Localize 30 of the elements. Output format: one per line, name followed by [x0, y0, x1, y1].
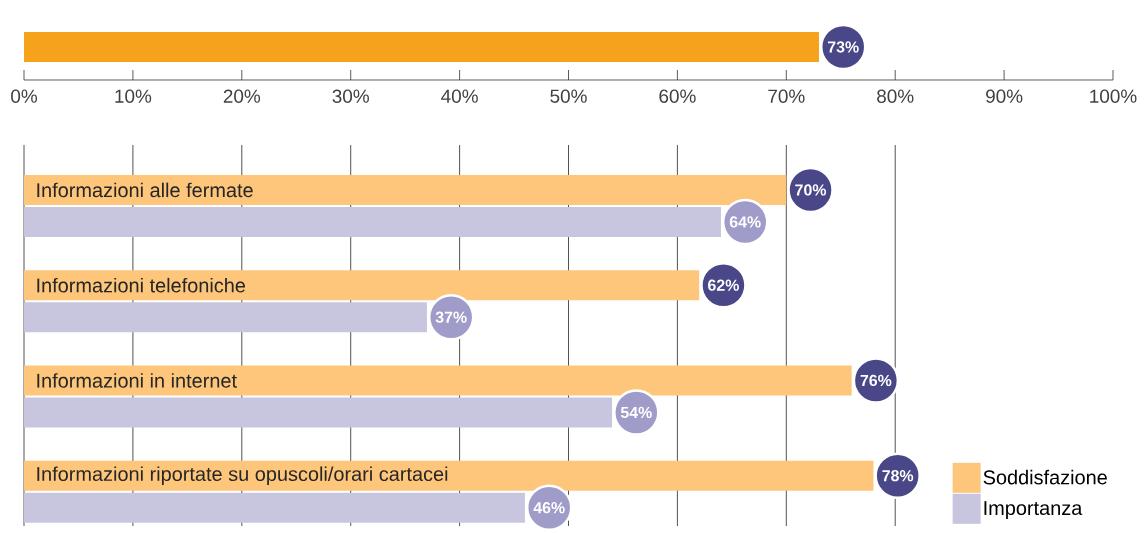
x-tick-label: 70%: [768, 89, 805, 103]
bar: [24, 365, 852, 396]
bar: [24, 492, 525, 523]
x-tick-label: 30%: [332, 89, 369, 103]
x-tick-label: 90%: [986, 89, 1023, 103]
category-label: Informazioni in internet: [37, 373, 237, 388]
legend-label: Importanza: [984, 501, 1083, 520]
data-label: 46%: [533, 502, 565, 514]
category-label: Informazioni alle fermate: [37, 182, 253, 198]
x-tick-label: 0%: [11, 89, 38, 103]
x-tick-label: 60%: [659, 89, 696, 103]
data-label: 64%: [729, 216, 761, 228]
bar: [24, 207, 721, 238]
data-label: 73%: [827, 41, 859, 53]
category-label: Informazioni telefoniche: [37, 277, 246, 293]
x-tick-label: 10%: [115, 89, 152, 103]
data-label: 62%: [708, 279, 739, 291]
data-label: 76%: [860, 374, 892, 387]
bar: [24, 302, 427, 333]
data-label: 70%: [795, 184, 827, 196]
data-label: 78%: [882, 470, 914, 482]
x-tick-label: 50%: [550, 89, 587, 103]
legend-label: Soddisfazione: [983, 469, 1107, 485]
category-label: Informazioni riportate su opuscoli/orari cartacei: [37, 466, 448, 486]
x-tick-label: 80%: [877, 89, 914, 103]
x-tick-label: 20%: [223, 89, 261, 103]
x-tick-label: 100%: [1090, 89, 1137, 103]
data-label: 37%: [435, 311, 467, 323]
x-tick-label: 40%: [441, 89, 478, 103]
data-label: 54%: [620, 406, 652, 419]
